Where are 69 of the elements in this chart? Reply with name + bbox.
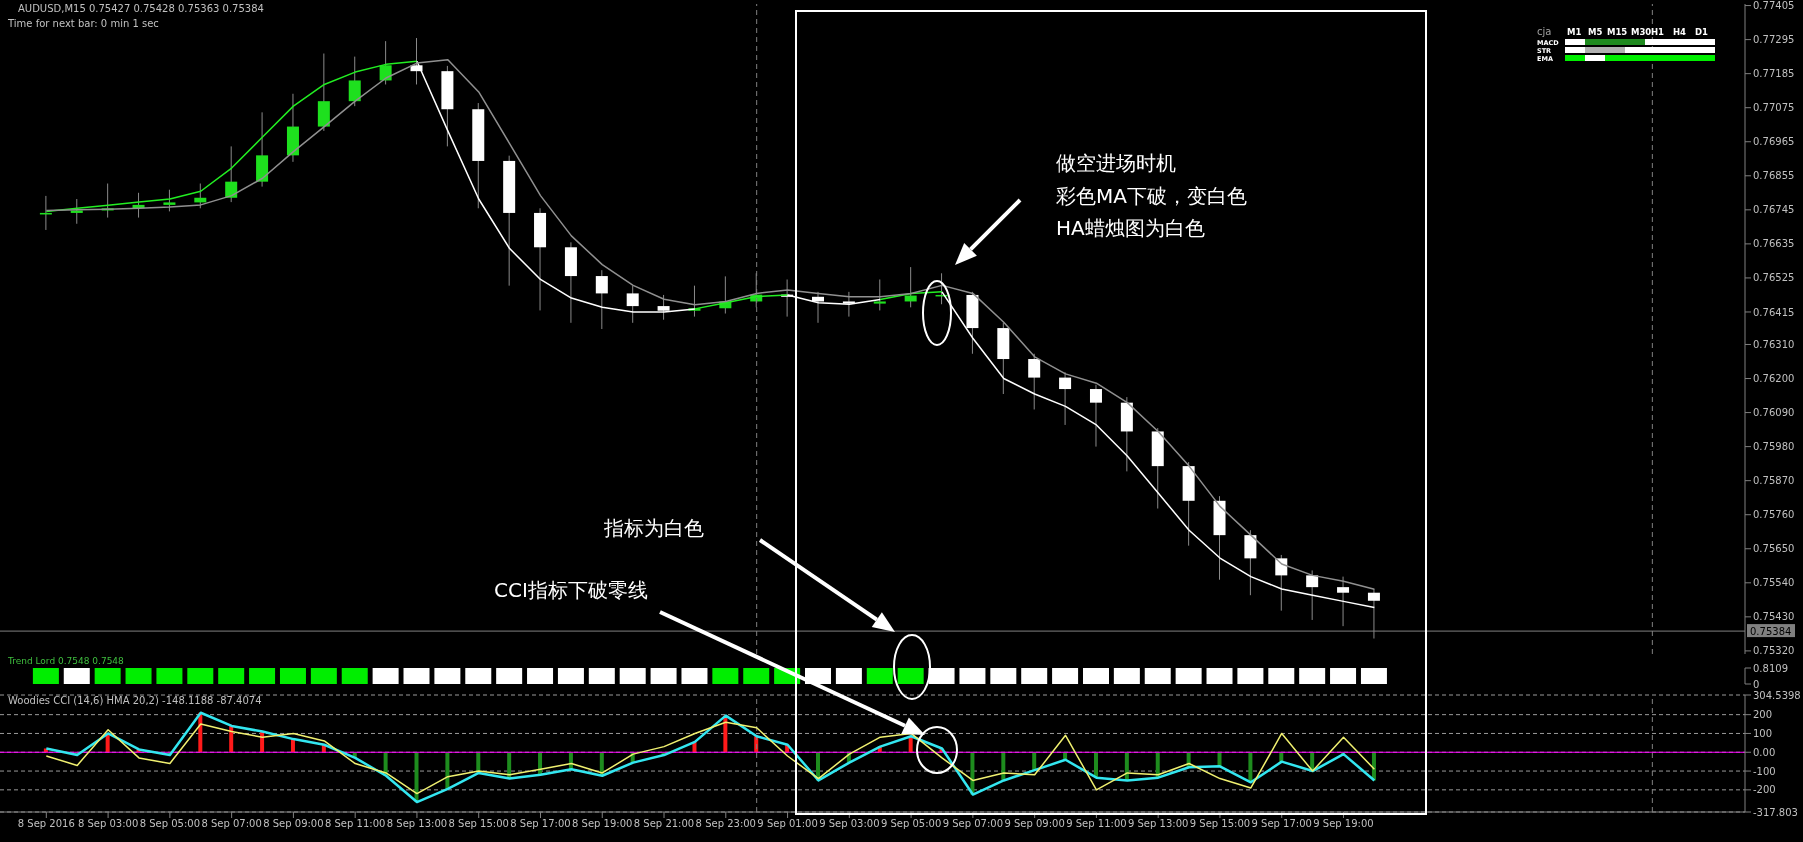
- category-label: M15: [1607, 27, 1628, 37]
- x-tick-label: 9 Sep 17:00: [1251, 818, 1312, 830]
- y-tick-label: -100: [1753, 765, 1776, 777]
- x-tick-label: 8 Sep 19:00: [572, 818, 633, 830]
- y-tick-label: 0.75980: [1753, 441, 1795, 453]
- category-label: M30: [1631, 27, 1652, 37]
- x-tick-label: 8 Sep 09:00: [263, 818, 324, 830]
- x-tick-label: 8 Sep 15:00: [448, 818, 509, 830]
- category-label: H4: [1673, 27, 1687, 37]
- chart-title: AUDUSD,M15 0.75427 0.75428 0.75363 0.75384: [18, 3, 264, 14]
- y-tick-label: 0.76310: [1753, 339, 1795, 351]
- category-label: H1: [1651, 27, 1665, 37]
- x-tick-label: 8 Sep 21:00: [633, 818, 695, 830]
- y-tick-label: 0.76415: [1753, 306, 1795, 318]
- y-tick-label: 0.77405: [1753, 0, 1795, 12]
- text: cja: [1537, 26, 1552, 37]
- y-tick-label: 0.77295: [1753, 34, 1795, 46]
- x-tick-label: 9 Sep 13:00: [1127, 818, 1189, 830]
- y-tick-label: 200: [1753, 709, 1773, 721]
- y-tick-label: 0.75870: [1753, 475, 1795, 487]
- x-tick-label: 9 Sep 01:00: [757, 818, 818, 830]
- text: Time for next bar: 0 min 1 sec: [8, 18, 159, 29]
- x-tick-label: 9 Sep 19:00: [1313, 818, 1374, 830]
- y-tick-label: 0.77075: [1753, 102, 1795, 114]
- y-tick-label: 0.76200: [1753, 373, 1795, 385]
- y-tick-label: 0.76745: [1753, 204, 1795, 216]
- x-tick-label: 9 Sep 09:00: [1004, 818, 1065, 830]
- x-tick-label: 9 Sep 05:00: [880, 818, 942, 830]
- y-tick-label: 0.8109: [1753, 662, 1788, 674]
- y-tick-label: 0.77185: [1753, 68, 1795, 80]
- ref-line-label: 0.75384: [1750, 626, 1792, 638]
- y-tick-label: 0.75430: [1753, 611, 1795, 623]
- x-tick-label: 8 Sep 11:00: [324, 818, 386, 830]
- x-tick-label: 9 Sep 03:00: [819, 818, 880, 830]
- y-tick-label: 0.76090: [1753, 407, 1795, 419]
- annotation: HA蜡烛图为白色: [1056, 216, 1205, 240]
- annotation: 彩色MA下破，变白色: [1056, 184, 1247, 208]
- x-tick-label: 8 Sep 07:00: [201, 818, 262, 830]
- chart-title: Trend Lord 0.7548 0.7548: [8, 656, 124, 666]
- x-tick-label: 8 Sep 13:00: [386, 818, 448, 830]
- category-label: M5: [1588, 27, 1603, 37]
- category-label: M1: [1567, 27, 1582, 37]
- y-tick-label: 100: [1753, 728, 1773, 739]
- x-tick-label: 8 Sep 23:00: [695, 818, 756, 830]
- x-tick-label: 9 Sep 15:00: [1189, 818, 1251, 830]
- y-tick-label: -317.803: [1753, 806, 1798, 818]
- chart-title: Woodies CCI (14,6) HMA 20,2) -148.1188 -87.4074: [8, 695, 262, 706]
- y-tick-label: 304.5398: [1753, 689, 1801, 701]
- annotation: 做空进场时机: [1056, 151, 1176, 175]
- y-tick-label: 0.75540: [1753, 577, 1795, 589]
- x-tick-label: 9 Sep 07:00: [942, 818, 1004, 830]
- y-tick-label: 0: [1753, 678, 1760, 690]
- x-tick-label: 8 Sep 03:00: [77, 818, 139, 830]
- y-tick-label: 0.00: [1753, 746, 1776, 758]
- y-tick-label: 0.75320: [1753, 645, 1795, 657]
- annotation: 指标为白色: [603, 516, 704, 540]
- annotation: CCI指标下破零线: [494, 578, 648, 602]
- x-tick-label: 8 Sep 05:00: [139, 818, 201, 830]
- y-tick-label: 0.75760: [1753, 509, 1795, 521]
- x-tick-label: 8 Sep 2016: [17, 818, 75, 830]
- category-label: D1: [1695, 27, 1709, 37]
- y-tick-label: 0.76965: [1753, 136, 1795, 148]
- x-tick-label: 8 Sep 17:00: [510, 818, 571, 830]
- y-tick-label: 0.76525: [1753, 272, 1795, 284]
- y-tick-label: -200: [1753, 784, 1776, 796]
- x-tick-label: 9 Sep 11:00: [1066, 818, 1127, 830]
- y-tick-label: 0.75650: [1753, 543, 1795, 555]
- y-tick-label: 0.76855: [1753, 170, 1795, 182]
- y-tick-label: 0.76635: [1753, 238, 1795, 250]
